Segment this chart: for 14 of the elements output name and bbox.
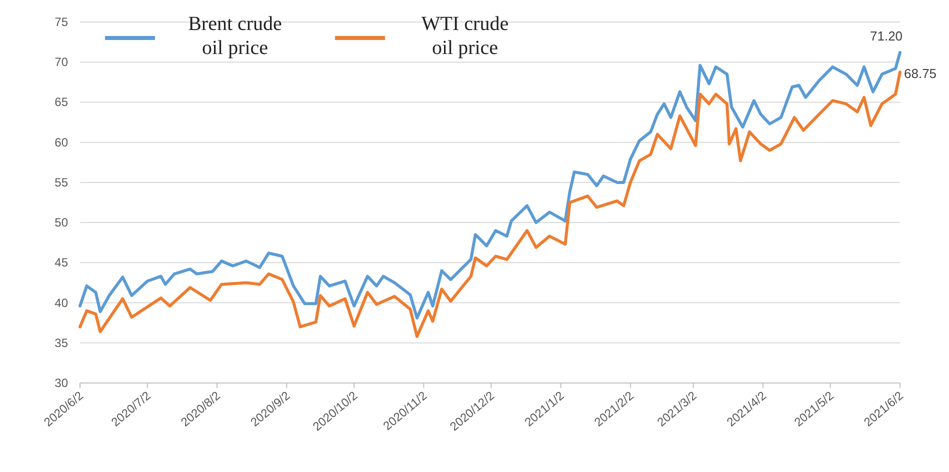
legend-label: WTI crude oil price [421, 13, 509, 59]
y-tick-label: 35 [54, 336, 68, 350]
y-tick-label: 65 [54, 95, 68, 110]
annotation: 71.20 [870, 28, 903, 44]
y-tick-label: 30 [54, 376, 68, 390]
y-tick-label: 55 [54, 175, 68, 190]
y-tick-label: 75 [54, 15, 68, 29]
y-tick-label: 40 [54, 296, 68, 310]
annotation: 68.75 [904, 66, 937, 82]
y-tick-label: 45 [54, 256, 68, 270]
y-tick-label: 50 [54, 216, 68, 230]
y-tick-label: 70 [54, 55, 68, 70]
legend-label: Brent crude oil price [188, 13, 282, 59]
y-tick-label: 60 [54, 135, 68, 150]
